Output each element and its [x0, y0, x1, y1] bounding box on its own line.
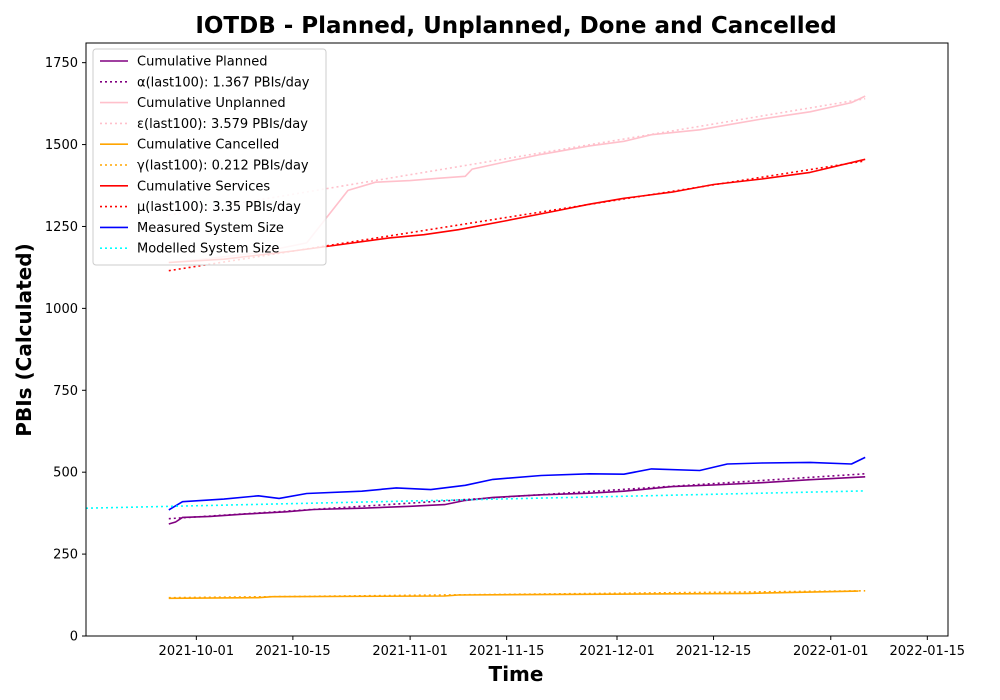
x-tick-label: 2021-11-01 [372, 644, 448, 659]
y-tick-label: 250 [53, 548, 78, 563]
plot-frame [85, 42, 949, 637]
y-axis-label: PBIs (Calculated) [12, 243, 36, 436]
y-tick-label: 750 [53, 384, 78, 399]
x-axis: 2021-10-01 2021-10-15 2021-11-01 2021-11-15… [159, 636, 966, 659]
series-line-8 [168, 456, 866, 511]
y-axis: 0 250 500 750 1000 1250 1500 1750 [45, 56, 86, 645]
series-line-0 [168, 476, 866, 525]
series-line-4 [168, 590, 859, 600]
legend-label: Measured System Size [137, 221, 284, 236]
x-axis-label: Time [489, 662, 544, 686]
y-tick-label: 1000 [45, 302, 78, 317]
x-tick-label: 2021-10-15 [255, 644, 331, 659]
legend-label: ε(last100): 3.579 PBIs/day [137, 117, 308, 132]
x-tick-label: 2021-11-15 [469, 644, 545, 659]
legend-label: μ(last100): 3.35 PBIs/day [137, 200, 301, 215]
legend-label: γ(last100): 0.212 PBIs/day [137, 159, 309, 174]
legend-label: α(last100): 1.367 PBIs/day [137, 75, 310, 90]
legend-label: Cumulative Services [137, 179, 270, 194]
y-tick-label: 1500 [45, 138, 78, 153]
legend-label: Cumulative Unplanned [137, 96, 286, 111]
legend-box [92, 48, 327, 266]
y-tick-label: 0 [70, 630, 78, 645]
series-line-5 [168, 590, 866, 599]
series-line-1 [168, 473, 866, 520]
y-tick-label: 1250 [45, 220, 78, 235]
y-tick-label: 1750 [45, 56, 78, 71]
y-tick-label: 500 [53, 466, 78, 481]
legend-label: Cumulative Cancelled [137, 138, 279, 153]
chart-title: IOTDB - Planned, Unplanned, Done and Can… [195, 13, 836, 39]
legend-label: Cumulative Planned [137, 55, 267, 70]
x-tick-label: 2022-01-15 [890, 644, 966, 659]
x-tick-label: 2021-12-15 [676, 644, 752, 659]
x-tick-label: 2022-01-01 [793, 644, 869, 659]
x-tick-label: 2021-12-01 [579, 644, 655, 659]
x-tick-label: 2021-10-01 [159, 644, 235, 659]
legend-label: Modelled System Size [137, 242, 279, 257]
legend: Cumulative Planned α(last100): 1.367 PBIs… [92, 48, 327, 266]
